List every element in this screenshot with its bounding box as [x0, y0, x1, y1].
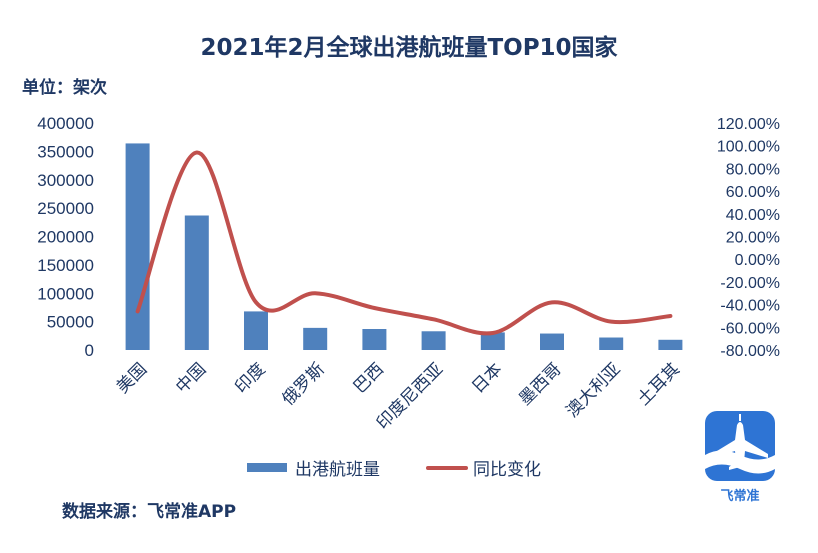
logo-text: 飞常准: [720, 488, 759, 504]
source-note: 数据来源：飞常准APP: [62, 501, 236, 522]
y-right-axis: 120.00% 100.00% 80.00% 60.00% 40.00% 20.00% 0.…: [717, 116, 780, 360]
y-left-tick-label: 300000: [37, 171, 94, 190]
chart-title: 2021年2月全球出港航班量TOP10国家: [200, 34, 617, 61]
x-tick-label: 巴西: [350, 359, 388, 397]
y-right-tick-label: 20.00%: [726, 230, 780, 247]
legend-label-line: 同比变化: [473, 460, 541, 480]
y-right-tick-label: -20.00%: [720, 275, 780, 292]
bar: [184, 215, 209, 350]
y-left-tick-label: 50000: [47, 313, 94, 332]
x-tick-label: 日本: [468, 359, 506, 397]
x-tick-label: 土耳其: [634, 359, 684, 409]
x-tick-label: 澳大利亚: [563, 359, 625, 421]
x-tick-label: 美国: [113, 359, 151, 397]
unit-label: 单位：架次: [22, 77, 107, 98]
bar: [480, 332, 505, 350]
bar: [599, 337, 624, 350]
y-right-tick-label: -40.00%: [720, 298, 780, 315]
bar: [244, 311, 268, 350]
bar: [540, 333, 564, 350]
app-logo: 飞常准: [705, 411, 775, 504]
airplane-icon: [705, 414, 775, 474]
bar: [303, 327, 328, 350]
y-right-tick-label: 60.00%: [726, 184, 780, 201]
x-tick-label: 中国: [172, 359, 210, 397]
line-series-yoy: [135, 150, 673, 336]
y-right-tick-label: 120.00%: [717, 116, 780, 133]
x-tick-label: 印度: [231, 359, 269, 397]
y-left-tick-label: 400000: [37, 114, 94, 133]
legend-swatch-bar: [247, 463, 287, 472]
y-left-tick-label: 150000: [37, 256, 94, 275]
y-right-tick-label: 100.00%: [717, 139, 780, 156]
y-right-tick-label: -60.00%: [720, 320, 780, 337]
bar: [421, 331, 446, 350]
legend: 出港航班量 同比变化: [247, 460, 541, 480]
y-left-tick-label: 350000: [37, 142, 94, 161]
y-left-axis: 400000 350000 300000 250000 200000 150000 1000…: [37, 114, 94, 360]
bar: [125, 143, 150, 350]
bar: [362, 329, 387, 350]
x-tick-label: 墨西哥: [515, 359, 565, 409]
y-left-tick-label: 200000: [37, 228, 94, 247]
y-right-tick-label: 0.00%: [735, 252, 780, 269]
bar-series: [125, 143, 683, 350]
y-left-tick-label: 250000: [37, 199, 94, 218]
y-right-tick-label: -80.00%: [720, 343, 780, 360]
y-right-tick-label: 40.00%: [726, 207, 780, 224]
y-left-tick-label: 0: [85, 341, 94, 360]
bar: [658, 339, 683, 350]
legend-label-bar: 出港航班量: [295, 460, 380, 480]
y-left-tick-label: 100000: [37, 284, 94, 303]
y-right-tick-label: 80.00%: [726, 161, 780, 178]
x-tick-label: 俄罗斯: [279, 359, 329, 409]
